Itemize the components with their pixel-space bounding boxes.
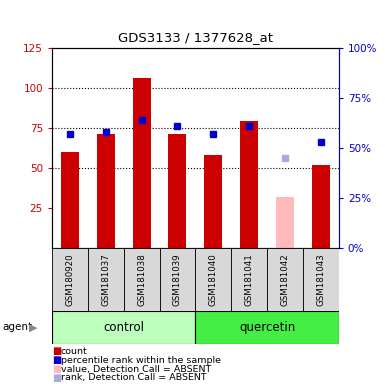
Bar — [97, 134, 115, 248]
Bar — [240, 121, 258, 248]
Text: ▶: ▶ — [29, 322, 37, 332]
Text: GSM180920: GSM180920 — [65, 253, 74, 306]
Text: control: control — [103, 321, 144, 334]
Bar — [52, 311, 195, 344]
Text: percentile rank within the sample: percentile rank within the sample — [61, 356, 221, 365]
Bar — [267, 248, 303, 313]
Bar — [276, 197, 294, 248]
Text: value, Detection Call = ABSENT: value, Detection Call = ABSENT — [61, 364, 211, 374]
Text: ■: ■ — [52, 355, 61, 365]
Bar — [169, 134, 186, 248]
Bar — [195, 311, 339, 344]
Text: ■: ■ — [52, 373, 61, 383]
Bar — [231, 248, 267, 313]
Bar — [204, 155, 222, 248]
Text: GSM181038: GSM181038 — [137, 253, 146, 306]
Text: GSM181041: GSM181041 — [244, 253, 254, 306]
Text: count: count — [61, 347, 87, 356]
Bar — [195, 248, 231, 313]
Bar — [52, 248, 88, 313]
Text: agent: agent — [2, 322, 32, 332]
Bar — [159, 248, 196, 313]
Text: quercetin: quercetin — [239, 321, 295, 334]
Text: GSM181043: GSM181043 — [316, 253, 325, 306]
Text: GSM181039: GSM181039 — [173, 253, 182, 306]
Text: ■: ■ — [52, 346, 61, 356]
Text: GSM181037: GSM181037 — [101, 253, 110, 306]
Bar — [61, 152, 79, 248]
Text: GSM181040: GSM181040 — [209, 253, 218, 306]
Bar — [124, 248, 159, 313]
Bar — [133, 78, 151, 248]
Bar — [312, 165, 330, 248]
Text: rank, Detection Call = ABSENT: rank, Detection Call = ABSENT — [61, 373, 206, 382]
Text: ■: ■ — [52, 364, 61, 374]
Title: GDS3133 / 1377628_at: GDS3133 / 1377628_at — [118, 31, 273, 44]
Bar — [303, 248, 339, 313]
Bar — [88, 248, 124, 313]
Text: GSM181042: GSM181042 — [281, 253, 290, 306]
